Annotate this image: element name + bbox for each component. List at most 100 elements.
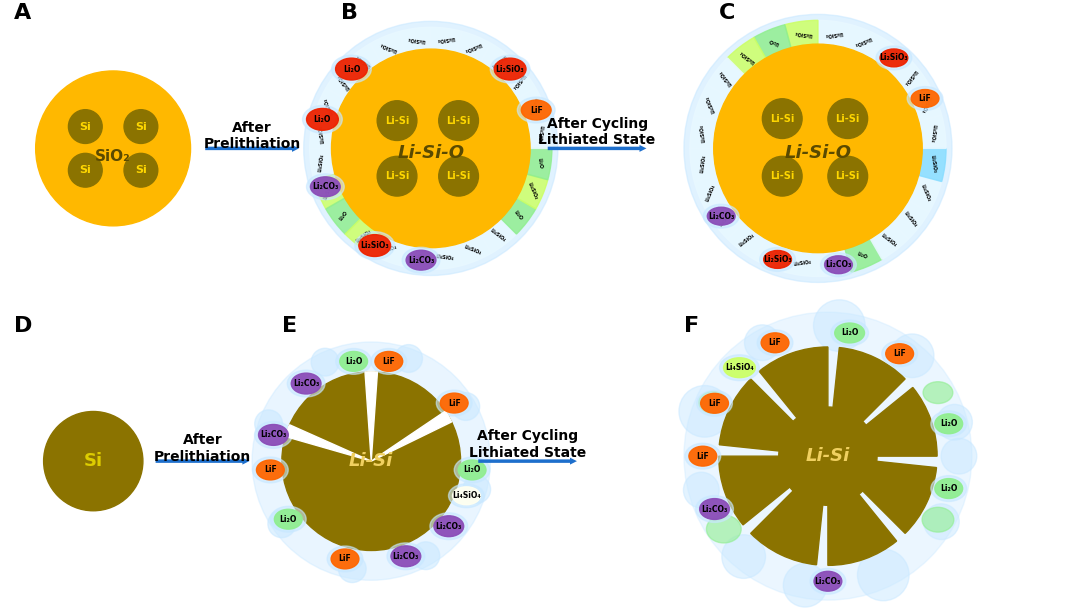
Circle shape — [721, 535, 766, 578]
Text: Li₄SiO₄: Li₄SiO₄ — [739, 49, 756, 64]
Wedge shape — [372, 411, 451, 461]
Text: Li₄SiO₄: Li₄SiO₄ — [435, 254, 455, 261]
Text: Li₄SiO₄: Li₄SiO₄ — [407, 36, 426, 43]
Text: Li₂O: Li₂O — [314, 115, 332, 124]
Ellipse shape — [436, 390, 472, 416]
Ellipse shape — [336, 58, 367, 80]
Text: Li₄SiO₄: Li₄SiO₄ — [764, 250, 783, 262]
Wedge shape — [527, 148, 552, 180]
Wedge shape — [759, 347, 828, 456]
Text: Li₂O: Li₂O — [856, 251, 868, 260]
Text: Li₄SiO₄: Li₄SiO₄ — [705, 184, 716, 202]
Text: Li-Si: Li-Si — [836, 171, 860, 181]
Text: E: E — [282, 316, 297, 336]
Text: LiF: LiF — [448, 399, 460, 408]
Circle shape — [828, 99, 867, 139]
Ellipse shape — [310, 177, 340, 197]
Circle shape — [451, 392, 480, 421]
Text: Li₄SiO₄: Li₄SiO₄ — [853, 35, 872, 47]
Ellipse shape — [336, 349, 372, 375]
Text: After Cycling
Lithiated State: After Cycling Lithiated State — [469, 429, 586, 460]
Ellipse shape — [355, 232, 394, 259]
Ellipse shape — [256, 460, 284, 480]
Wedge shape — [828, 456, 936, 533]
Ellipse shape — [931, 411, 967, 437]
Circle shape — [68, 110, 103, 144]
Circle shape — [679, 386, 730, 437]
Wedge shape — [310, 148, 335, 180]
Text: Li₄SiO₄: Li₄SiO₄ — [527, 97, 539, 116]
Wedge shape — [728, 222, 766, 259]
Ellipse shape — [448, 484, 484, 508]
Ellipse shape — [881, 341, 918, 367]
Wedge shape — [346, 44, 381, 78]
Wedge shape — [751, 456, 828, 565]
Text: Li₄SiO₄: Li₄SiO₄ — [537, 124, 543, 144]
Wedge shape — [870, 38, 908, 75]
Text: Li₄SiO₄: Li₄SiO₄ — [323, 181, 335, 200]
Wedge shape — [370, 234, 405, 265]
Wedge shape — [694, 84, 728, 121]
Circle shape — [744, 325, 780, 360]
Text: Li₂O: Li₂O — [940, 419, 957, 428]
Ellipse shape — [876, 46, 912, 70]
Ellipse shape — [522, 100, 551, 120]
Ellipse shape — [707, 207, 735, 225]
Wedge shape — [908, 176, 942, 213]
Circle shape — [377, 156, 417, 196]
Circle shape — [303, 22, 558, 275]
Text: Li₄SiO₄: Li₄SiO₄ — [453, 492, 481, 500]
Circle shape — [858, 549, 909, 601]
Wedge shape — [431, 27, 462, 52]
Ellipse shape — [359, 235, 391, 256]
Text: LiF: LiF — [697, 452, 710, 461]
Text: D: D — [14, 316, 32, 336]
Ellipse shape — [757, 330, 793, 355]
Text: Si: Si — [83, 452, 103, 470]
Circle shape — [438, 101, 478, 140]
Text: Li₂CO₃: Li₂CO₃ — [408, 256, 434, 265]
Circle shape — [684, 312, 972, 600]
Circle shape — [68, 153, 103, 187]
Text: Li₂CO₃: Li₂CO₃ — [293, 379, 320, 388]
Circle shape — [394, 344, 422, 373]
Wedge shape — [457, 31, 491, 62]
Ellipse shape — [332, 55, 372, 83]
Ellipse shape — [831, 320, 868, 346]
Text: Li₂CO₃: Li₂CO₃ — [393, 552, 419, 561]
Text: Li₂SiO₃: Li₂SiO₃ — [879, 54, 908, 62]
Text: Li₄SiO₄: Li₄SiO₄ — [880, 233, 897, 248]
Text: Li₂O: Li₂O — [768, 37, 780, 46]
Circle shape — [463, 476, 490, 503]
Text: F: F — [684, 316, 699, 336]
Ellipse shape — [434, 516, 463, 537]
Wedge shape — [516, 88, 548, 123]
Circle shape — [268, 510, 296, 538]
Wedge shape — [845, 238, 882, 272]
Circle shape — [282, 372, 460, 551]
Text: LiF: LiF — [769, 338, 782, 347]
Text: Li₄SiO₄: Li₄SiO₄ — [463, 245, 483, 256]
Text: Si: Si — [80, 121, 91, 132]
Wedge shape — [919, 148, 946, 182]
Text: Li₄SiO₄: Li₄SiO₄ — [824, 260, 842, 267]
Text: Li₄SiO₄: Li₄SiO₄ — [379, 245, 399, 256]
Ellipse shape — [340, 352, 367, 371]
Text: Li₄SiO₄: Li₄SiO₄ — [919, 94, 931, 113]
Text: LiF: LiF — [893, 349, 906, 358]
Text: Si: Si — [135, 165, 147, 175]
Circle shape — [36, 71, 190, 226]
Wedge shape — [892, 58, 929, 96]
Ellipse shape — [912, 89, 939, 107]
Text: Li₄SiO₄: Li₄SiO₄ — [435, 36, 455, 43]
Wedge shape — [501, 63, 536, 99]
Text: Li₂O: Li₂O — [513, 209, 524, 221]
Text: LiF: LiF — [382, 357, 395, 366]
Circle shape — [762, 156, 802, 196]
Wedge shape — [501, 198, 536, 234]
Ellipse shape — [430, 513, 468, 540]
Circle shape — [252, 342, 490, 580]
Ellipse shape — [455, 457, 490, 483]
Wedge shape — [908, 84, 942, 121]
Ellipse shape — [931, 476, 967, 501]
